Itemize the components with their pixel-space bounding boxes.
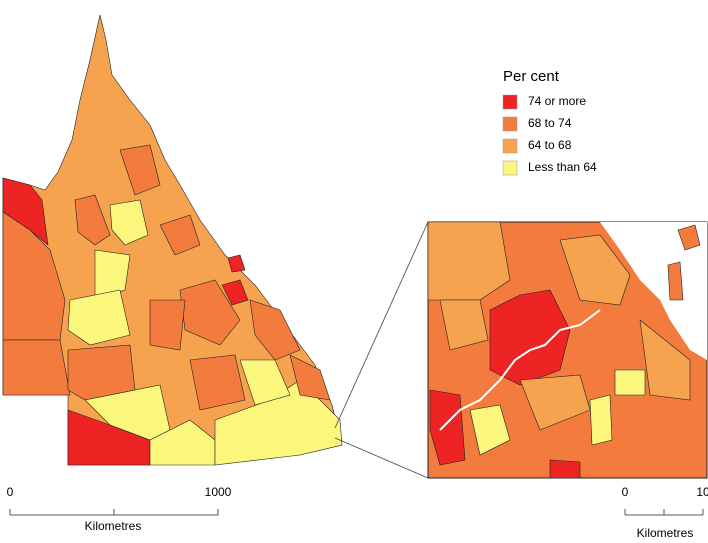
scale-unit: Kilometres bbox=[637, 526, 694, 538]
scale-tick-label: 0 bbox=[7, 485, 14, 499]
legend-label: 68 to 74 bbox=[528, 116, 572, 130]
river bbox=[439, 309, 601, 431]
region bbox=[289, 354, 331, 401]
bay bbox=[600, 222, 707, 360]
region bbox=[489, 289, 571, 386]
legend-swatch bbox=[502, 160, 518, 176]
region bbox=[429, 389, 466, 466]
inset-connector bbox=[334, 437, 429, 479]
region bbox=[639, 319, 691, 401]
legend-swatch bbox=[502, 138, 518, 154]
legend-swatch bbox=[502, 94, 518, 110]
region bbox=[189, 354, 246, 411]
region bbox=[439, 299, 489, 351]
legend: 74 or more 68 to 74 64 to 68 Less than 64 bbox=[502, 94, 597, 176]
scale-tick-label: 0 bbox=[622, 485, 629, 499]
region bbox=[427, 221, 511, 301]
region bbox=[2, 339, 71, 396]
region bbox=[67, 289, 131, 346]
region bbox=[589, 394, 613, 446]
region bbox=[249, 299, 301, 361]
legend-label: 64 to 68 bbox=[528, 138, 572, 152]
region bbox=[469, 404, 511, 456]
legend-swatch bbox=[502, 116, 518, 132]
legend-label: Less than 64 bbox=[528, 160, 597, 174]
region bbox=[179, 279, 241, 346]
scale-unit: Kilometres bbox=[85, 519, 142, 533]
inset-map bbox=[427, 221, 708, 479]
region bbox=[94, 249, 131, 301]
region bbox=[221, 279, 249, 306]
scale-bar: Kilometres 0 10 bbox=[622, 485, 708, 540]
region bbox=[614, 369, 646, 396]
scale-tick-label: 1000 bbox=[205, 485, 232, 499]
legend-title: Per cent bbox=[503, 68, 560, 85]
region bbox=[227, 254, 246, 273]
region bbox=[159, 214, 201, 256]
region bbox=[239, 359, 291, 406]
region bbox=[549, 459, 581, 479]
inset-connector bbox=[334, 221, 429, 429]
main-map bbox=[2, 14, 343, 466]
island bbox=[667, 261, 684, 301]
region bbox=[74, 194, 111, 246]
region bbox=[149, 299, 186, 351]
island bbox=[677, 224, 701, 251]
scale-bar: Kilometres 0 1000 bbox=[7, 485, 232, 533]
scale-tick-label: 10 bbox=[696, 485, 708, 499]
region bbox=[559, 234, 631, 306]
region bbox=[119, 144, 161, 196]
region bbox=[519, 374, 591, 431]
region bbox=[109, 199, 149, 246]
legend-label: 74 or more bbox=[528, 94, 586, 108]
